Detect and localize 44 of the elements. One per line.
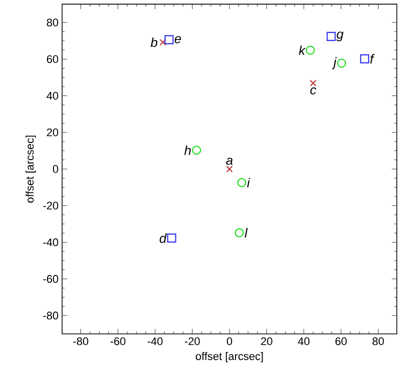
x-tick-label: -60 — [110, 337, 126, 346]
annotation: k — [298, 45, 306, 55]
y-tick-label: 60 — [46, 55, 58, 64]
x-tick-label: 80 — [372, 337, 384, 346]
y-tick-label: 0 — [52, 165, 58, 173]
point — [237, 178, 246, 188]
point — [360, 54, 370, 64]
annotation: l — [244, 228, 248, 238]
point — [337, 58, 346, 68]
y-tick-label: -80 — [43, 312, 58, 320]
annotation: g — [336, 32, 344, 42]
x-axis-title: offset [arcsec] — [196, 352, 263, 362]
point — [310, 80, 317, 87]
y-tick-label: -60 — [43, 275, 58, 283]
x-tick-label: 0 — [226, 337, 232, 346]
annotation: a — [226, 158, 233, 165]
annotation: b — [150, 38, 158, 48]
point — [226, 166, 233, 172]
annotation: d — [160, 233, 167, 243]
x-tick-label: -80 — [73, 337, 88, 346]
point — [167, 234, 176, 243]
y-axis-title: offset [arcsec] — [26, 136, 36, 203]
x-tick-label: 20 — [261, 337, 272, 346]
x-tick-label: -40 — [148, 337, 163, 346]
y-tick-label: 80 — [46, 18, 58, 26]
y-tick-label: -20 — [43, 202, 58, 210]
x-tick-label: -20 — [184, 337, 200, 346]
point — [234, 228, 244, 238]
y-tick-label: 20 — [46, 128, 58, 136]
point — [192, 146, 202, 155]
annotation: f — [370, 54, 375, 64]
annotation: i — [247, 178, 250, 188]
annotation: e — [174, 36, 181, 44]
x-tick-label: 40 — [298, 337, 310, 346]
annotation: c — [310, 87, 316, 94]
annotation: h — [184, 145, 191, 155]
annotation: j — [332, 57, 337, 70]
point — [326, 32, 336, 41]
point — [160, 38, 166, 46]
x-tick-label: 60 — [335, 337, 347, 346]
point — [164, 35, 174, 44]
point — [306, 46, 315, 55]
y-tick-label: 40 — [46, 92, 58, 100]
y-tick-label: -40 — [43, 238, 58, 246]
